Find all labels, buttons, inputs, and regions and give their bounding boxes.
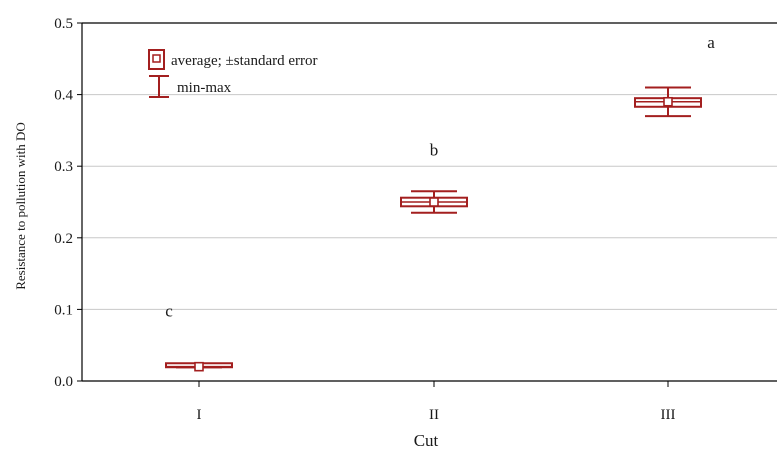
legend-label-box: average; ±standard error: [171, 53, 317, 69]
x-tick-label: I: [197, 407, 202, 423]
group-letter: b: [430, 140, 439, 159]
mean-marker: [663, 96, 673, 107]
x-axis-title: Cut: [414, 431, 439, 450]
y-axis: 0.0 0.1 0.2 0.3 0.4 0.5: [54, 16, 777, 390]
x-tick-label: III: [661, 407, 676, 423]
y-tick-label: 0.0: [54, 374, 73, 390]
y-tick-label: 0.4: [54, 88, 73, 104]
x-axis: I II III: [82, 380, 777, 423]
y-tick-label: 0.1: [54, 302, 73, 318]
mean-marker: [429, 197, 439, 207]
legend: average; ±standard error min-max: [148, 49, 317, 98]
y-tick-label: 0.5: [54, 16, 73, 32]
group-II: b: [400, 140, 468, 214]
x-tick-label: II: [429, 407, 439, 423]
legend-mean-symbol: [152, 54, 161, 63]
y-tick-label: 0.3: [54, 159, 73, 175]
mean-marker: [194, 361, 204, 372]
y-axis-title: Resistance to pollution with DO: [13, 122, 28, 290]
group-I: c: [165, 302, 233, 372]
group-letter: c: [165, 302, 173, 321]
gridlines: [82, 94, 777, 310]
y-tick-label: 0.2: [54, 231, 73, 247]
legend-label-whisker: min-max: [177, 80, 232, 96]
group-III: a: [634, 33, 715, 118]
group-letter: a: [707, 33, 715, 52]
plot-marks: c b a: [165, 33, 715, 372]
